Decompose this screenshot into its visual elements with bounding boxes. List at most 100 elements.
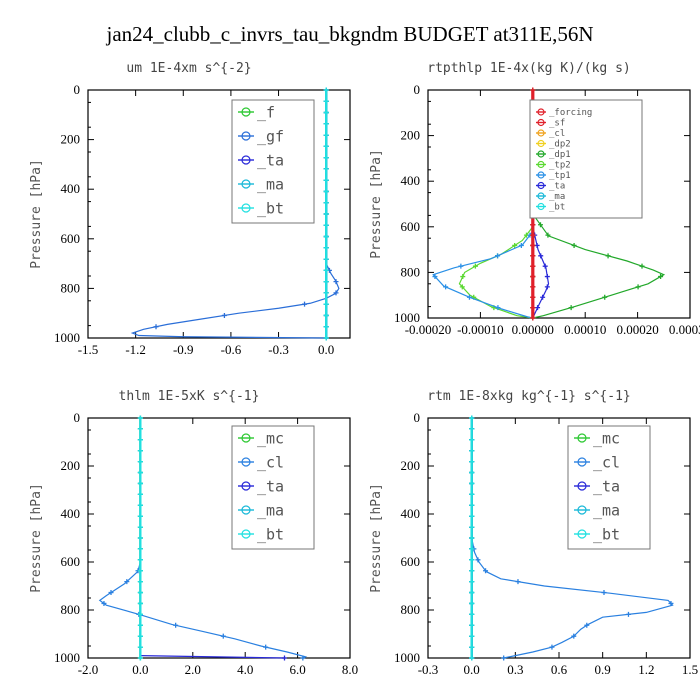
legend-entry: _tp1 <box>549 171 571 181</box>
legend-marker <box>241 155 251 165</box>
y-tick-label: 200 <box>401 458 421 473</box>
series-marker <box>221 312 227 318</box>
series-marker <box>469 459 475 465</box>
legend-box <box>231 425 315 550</box>
legend-marker <box>241 433 251 443</box>
series-marker <box>469 513 475 519</box>
legend-marker <box>537 129 545 137</box>
x-tick-label: 0.3 <box>507 662 523 677</box>
series-marker <box>137 655 143 661</box>
series-marker <box>530 222 536 228</box>
series-line-tp1 <box>432 90 534 319</box>
series-marker <box>137 470 143 476</box>
series-marker <box>549 644 555 650</box>
series-marker <box>512 242 518 248</box>
series-marker <box>323 301 329 307</box>
legend-marker <box>241 179 251 189</box>
legend-marker <box>241 529 251 539</box>
series-marker <box>137 590 143 596</box>
series-marker <box>568 305 574 311</box>
series-marker <box>282 655 287 661</box>
plot-frame <box>427 89 691 319</box>
series-marker <box>137 579 143 585</box>
series-marker <box>137 600 143 606</box>
series-marker <box>323 211 329 217</box>
legend-marker <box>537 139 545 148</box>
series-marker <box>571 633 577 639</box>
series-marker <box>538 253 544 259</box>
legend-entry: _ma <box>549 192 565 202</box>
series-marker <box>668 600 674 606</box>
y-tick-label: 600 <box>61 231 81 246</box>
legend-marker <box>537 192 545 200</box>
panel-4: rtm 1E-8xkg kg^{-1} s^{-1} Pressure [hPa]… <box>369 389 698 677</box>
legend-entry: _cl <box>549 129 565 139</box>
series-marker <box>137 480 143 486</box>
series-marker <box>469 579 475 585</box>
x-tick-label: 2.0 <box>185 662 201 677</box>
y-tick-label: 1000 <box>54 330 80 345</box>
plot-frame <box>427 417 691 659</box>
legend-entry: _ta <box>549 182 565 192</box>
y-tick-label: 200 <box>61 132 81 147</box>
x-tick-label: 6.0 <box>289 662 305 677</box>
series-marker <box>501 655 507 661</box>
series-marker <box>137 568 143 574</box>
legend-entry: _f <box>257 103 275 121</box>
series-marker <box>469 448 475 454</box>
series-marker <box>530 242 536 248</box>
series-marker <box>333 290 339 296</box>
series-marker <box>323 324 329 330</box>
series-line-tp2 <box>458 90 534 319</box>
legend-entry: _ta <box>257 151 284 169</box>
legend-marker <box>537 108 545 116</box>
legend-marker <box>241 457 251 467</box>
series-marker <box>323 166 329 172</box>
series-marker <box>530 305 536 311</box>
legend-entry: _ma <box>593 501 620 519</box>
series-marker <box>137 502 143 508</box>
legend-marker <box>537 160 545 169</box>
legend-marker <box>241 203 251 213</box>
y-tick-label: 400 <box>401 506 421 521</box>
y-tick-label: 800 <box>61 280 81 295</box>
series-marker <box>469 502 475 508</box>
series-marker <box>469 426 475 432</box>
series-marker <box>323 245 329 251</box>
y-tick-label: 800 <box>401 264 421 279</box>
x-tick-label: -0.3 <box>268 342 289 357</box>
series-marker <box>469 470 475 476</box>
series-marker <box>323 177 329 183</box>
series-marker <box>530 294 536 300</box>
legend-marker <box>577 481 587 491</box>
series-marker <box>540 294 546 300</box>
series-marker <box>323 155 329 161</box>
x-tick-label: 0.6 <box>551 662 568 677</box>
series-marker <box>530 87 536 93</box>
legend-marker <box>577 457 587 467</box>
series-marker <box>530 232 536 238</box>
panel-2: rtpthlp 1E-4x(kg K)/(kg s) Pressure [hPa]… <box>369 61 700 337</box>
series-marker <box>323 312 329 318</box>
series-marker <box>530 263 536 269</box>
series-marker <box>137 491 143 497</box>
series-marker <box>469 611 475 617</box>
y-tick-label: 400 <box>61 506 81 521</box>
x-tick-label: 8.0 <box>342 662 358 677</box>
legend-entry: _cl <box>593 453 620 471</box>
x-tick-label: 1.5 <box>682 662 698 677</box>
series-marker <box>323 121 329 127</box>
y-tick-label: 400 <box>401 173 421 188</box>
series-marker <box>518 242 524 248</box>
series-marker <box>323 256 329 262</box>
series-marker <box>537 222 543 228</box>
x-tick-label: -0.3 <box>418 662 439 677</box>
series-marker <box>475 557 481 563</box>
y-tick-label: 600 <box>401 554 421 569</box>
y-tick-label: 200 <box>61 458 81 473</box>
series-marker <box>605 253 611 259</box>
x-tick-label: 0.00000 <box>512 322 554 337</box>
y-tick-label: 600 <box>61 554 81 569</box>
y-axis-label: Pressure [hPa] <box>369 483 384 593</box>
legend-marker <box>241 107 251 117</box>
